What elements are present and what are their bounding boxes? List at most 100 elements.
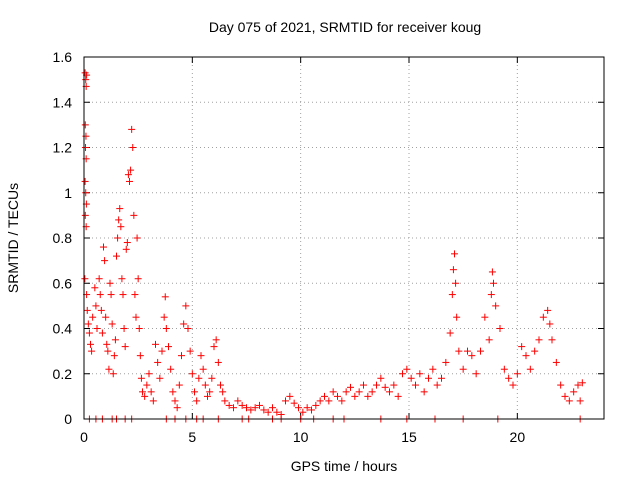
data-point xyxy=(101,257,109,265)
data-point xyxy=(132,313,140,321)
data-point xyxy=(141,392,149,400)
data-point xyxy=(81,275,89,283)
y-tick-label: 0.6 xyxy=(53,275,73,291)
data-point xyxy=(442,358,450,366)
data-point xyxy=(154,358,162,366)
data-point xyxy=(522,352,530,360)
data-point xyxy=(576,397,584,405)
data-point xyxy=(403,365,411,373)
data-point xyxy=(127,166,135,174)
data-point xyxy=(325,397,333,405)
data-point xyxy=(111,336,119,344)
data-point xyxy=(137,374,145,382)
data-point xyxy=(518,343,526,351)
data-point xyxy=(191,388,198,396)
y-tick-label: 0.2 xyxy=(53,366,73,382)
data-point xyxy=(329,388,337,396)
data-point xyxy=(182,302,190,310)
data-point xyxy=(130,211,138,219)
data-point xyxy=(303,404,311,412)
data-point xyxy=(201,381,209,389)
data-point xyxy=(225,401,233,409)
data-point xyxy=(81,211,89,219)
data-point xyxy=(308,406,315,414)
data-point xyxy=(464,347,471,355)
y-tick-label: 0.4 xyxy=(53,321,73,337)
data-point xyxy=(214,358,222,366)
data-point xyxy=(433,381,441,389)
data-point xyxy=(264,408,272,416)
y-tick-label: 1.2 xyxy=(53,140,73,156)
y-tick-label: 1 xyxy=(64,185,72,201)
data-point xyxy=(129,144,137,151)
data-point xyxy=(89,313,97,321)
data-point xyxy=(110,352,118,360)
data-point xyxy=(552,358,560,366)
data-point xyxy=(299,408,307,416)
y-tick-label: 1.4 xyxy=(53,94,73,110)
data-point xyxy=(208,374,216,382)
data-point xyxy=(342,388,350,396)
data-point xyxy=(195,374,203,382)
data-point xyxy=(109,370,117,378)
data-point xyxy=(106,279,114,287)
x-tick-label: 15 xyxy=(401,429,417,445)
y-tick-label: 1.6 xyxy=(53,49,73,65)
data-point xyxy=(260,406,268,414)
data-point xyxy=(546,320,554,328)
data-point xyxy=(578,379,586,387)
data-point xyxy=(438,374,445,382)
data-point xyxy=(273,408,281,416)
data-point xyxy=(485,336,493,344)
data-point xyxy=(535,336,543,344)
data-point xyxy=(282,397,289,405)
x-tick-label: 5 xyxy=(188,429,196,445)
data-point xyxy=(386,388,393,396)
data-point xyxy=(84,320,92,328)
data-point xyxy=(286,392,294,400)
data-point xyxy=(234,397,242,405)
data-point xyxy=(199,365,207,373)
data-point xyxy=(238,401,246,409)
data-point xyxy=(513,370,521,378)
data-point xyxy=(488,268,496,276)
data-point xyxy=(394,392,402,400)
data-point xyxy=(490,279,497,287)
data-point xyxy=(425,374,432,382)
data-point xyxy=(115,216,123,224)
data-point xyxy=(221,397,229,405)
data-point xyxy=(212,336,220,344)
data-point xyxy=(122,245,130,253)
data-point xyxy=(557,381,565,389)
data-point xyxy=(85,329,93,337)
data-point xyxy=(429,365,437,373)
data-point xyxy=(147,388,155,396)
data-point xyxy=(210,343,218,351)
data-point xyxy=(455,347,463,355)
data-point xyxy=(316,397,324,405)
data-point xyxy=(548,336,556,344)
data-point xyxy=(407,374,415,382)
data-point xyxy=(169,388,177,396)
data-point xyxy=(368,388,376,396)
data-point xyxy=(468,352,476,360)
data-point xyxy=(105,365,113,373)
data-point xyxy=(121,343,129,351)
data-point xyxy=(312,401,320,409)
data-point xyxy=(509,381,517,389)
data-point xyxy=(81,121,89,129)
data-point xyxy=(143,381,151,389)
data-points xyxy=(81,69,586,423)
data-point xyxy=(505,374,513,382)
data-point xyxy=(92,302,100,310)
x-tick-label: 10 xyxy=(293,429,309,445)
data-point xyxy=(256,401,263,409)
data-point xyxy=(381,383,389,391)
data-point xyxy=(420,388,428,396)
data-point xyxy=(377,374,385,382)
data-point xyxy=(175,381,183,389)
data-point xyxy=(161,293,169,301)
data-point xyxy=(162,325,170,332)
data-point xyxy=(133,234,141,242)
data-point xyxy=(230,404,237,412)
